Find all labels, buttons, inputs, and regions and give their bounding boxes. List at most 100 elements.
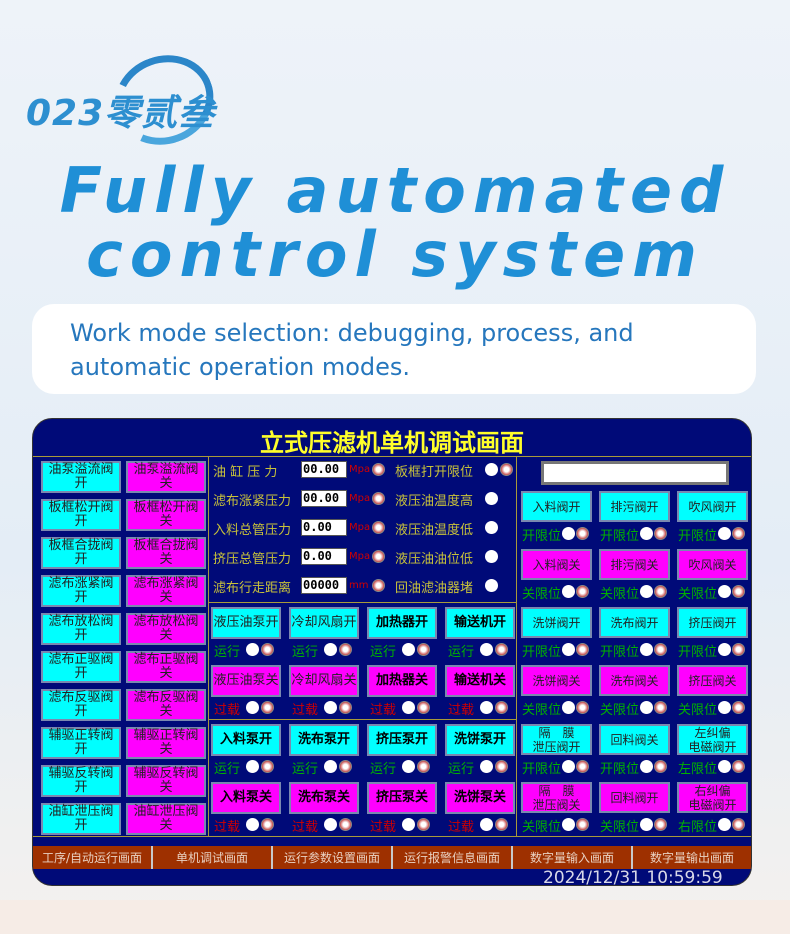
valve-button[interactable]: 洗饼阀开	[521, 607, 592, 638]
run-status-label: 运行	[214, 645, 241, 660]
valve-close-button[interactable]: 滤布正驱阀关	[126, 651, 206, 683]
pump-on-button[interactable]: 洗布泵开	[289, 724, 359, 756]
status-indicator-icon	[485, 550, 498, 563]
valve-close-button[interactable]: 板框松开阀关	[126, 499, 206, 531]
valve-button[interactable]: 回料阀关	[599, 724, 670, 755]
pump-on-button[interactable]: 输送机开	[445, 607, 515, 639]
valve-close-button[interactable]: 油泵溢流阀关	[126, 461, 206, 493]
valve-button[interactable]: 洗饼阀关	[521, 665, 592, 696]
reading-unit: Mpa	[349, 551, 371, 562]
valve-close-button[interactable]: 辅驱正转阀关	[126, 727, 206, 759]
alarm-icon	[261, 701, 274, 714]
status-indicator-icon	[718, 527, 731, 540]
valve-close-button[interactable]: 滤布涨紧阀关	[126, 575, 206, 607]
pump-off-button[interactable]: 液压油泵关	[211, 665, 281, 697]
status-indicator-icon	[485, 463, 498, 476]
status-indicator-icon	[485, 492, 498, 505]
display-input[interactable]	[541, 461, 729, 485]
limit-status-label: 关限位	[678, 703, 718, 718]
limit-status-label: 关限位	[600, 703, 640, 718]
valve-button[interactable]: 洗布阀开	[599, 607, 670, 638]
pump-off-button[interactable]: 洗布泵关	[289, 782, 359, 814]
reading-unit: Mpa	[349, 493, 371, 504]
valve-close-button[interactable]: 滤布反驱阀关	[126, 689, 206, 721]
screen-tabs: 工序/自动运行画面 单机调试画面 运行参数设置画面 运行报警信息画面 数字量输入画面 数字…	[33, 846, 751, 869]
valve-open-button[interactable]: 油泵溢流阀开	[41, 461, 121, 493]
pump-on-button[interactable]: 液压油泵开	[211, 607, 281, 639]
valve-open-button[interactable]: 滤布正驱阀开	[41, 651, 121, 683]
valve-button[interactable]: 入料阀关	[521, 549, 592, 580]
status-indicator-icon	[480, 760, 493, 773]
valve-close-button[interactable]: 油缸泄压阀关	[126, 803, 206, 835]
valve-open-button[interactable]: 滤布放松阀开	[41, 613, 121, 645]
headline-line1: Fully automated	[59, 154, 731, 227]
pump-on-button[interactable]: 加热器开	[367, 607, 437, 639]
alarm-icon	[576, 527, 589, 540]
valve-button[interactable]: 隔 膜 泄压阀关	[521, 782, 592, 813]
valve-button[interactable]: 右纠偏 电磁阀开	[677, 782, 748, 813]
status-indicator-icon	[402, 701, 415, 714]
valve-button[interactable]: 入料阀开	[521, 491, 592, 522]
screen-tab[interactable]: 运行报警信息画面	[393, 846, 513, 869]
reading-label: 油 缸 压 力	[213, 465, 278, 480]
valve-button[interactable]: 挤压阀开	[677, 607, 748, 638]
reading-value: 0.00	[301, 548, 347, 565]
valve-open-button[interactable]: 辅驱正转阀开	[41, 727, 121, 759]
pump-off-button[interactable]: 冷却风扇关	[289, 665, 359, 697]
valve-open-button[interactable]: 板框松开阀开	[41, 499, 121, 531]
run-status-label: 运行	[370, 645, 397, 660]
alarm-icon	[732, 818, 745, 831]
valve-button[interactable]: 左纠偏 电磁阀开	[677, 724, 748, 755]
status-indicator-icon	[480, 701, 493, 714]
pump-on-button[interactable]: 冷却风扇开	[289, 607, 359, 639]
alarm-icon	[372, 463, 385, 476]
pump-off-button[interactable]: 输送机关	[445, 665, 515, 697]
screen-tab[interactable]: 运行参数设置画面	[273, 846, 393, 869]
screen-tab[interactable]: 数字量输出画面	[633, 846, 751, 869]
alarm-icon	[654, 585, 667, 598]
pump-off-button[interactable]: 挤压泵关	[367, 782, 437, 814]
valve-button[interactable]: 回料阀开	[599, 782, 670, 813]
valve-button[interactable]: 吹风阀关	[677, 549, 748, 580]
screen-tab[interactable]: 工序/自动运行画面	[33, 846, 153, 869]
limit-status-label: 开限位	[600, 762, 640, 777]
clock: 2024/12/31 10:59:59	[543, 868, 723, 886]
pump-off-button[interactable]: 洗饼泵关	[445, 782, 515, 814]
pump-off-button[interactable]: 入料泵关	[211, 782, 281, 814]
pump-on-button[interactable]: 洗饼泵开	[445, 724, 515, 756]
valve-open-button[interactable]: 板框合拢阀开	[41, 537, 121, 569]
alarm-icon	[261, 818, 274, 831]
valve-open-button[interactable]: 滤布反驱阀开	[41, 689, 121, 721]
valve-close-button[interactable]: 辅驱反转阀关	[126, 765, 206, 797]
status-indicator-icon	[324, 701, 337, 714]
status-indicator-icon	[640, 701, 653, 714]
status-label: 液压油温度低	[395, 523, 474, 538]
valve-button[interactable]: 挤压阀关	[677, 665, 748, 696]
reading-unit: Mpa	[349, 522, 371, 533]
valve-open-button[interactable]: 油缸泄压阀开	[41, 803, 121, 835]
valve-button[interactable]: 洗布阀关	[599, 665, 670, 696]
pump-off-button[interactable]: 加热器关	[367, 665, 437, 697]
valve-button[interactable]: 吹风阀开	[677, 491, 748, 522]
reading-label: 入料总管压力	[213, 523, 292, 538]
pump-on-button[interactable]: 入料泵开	[211, 724, 281, 756]
screen-tab[interactable]: 单机调试画面	[153, 846, 273, 869]
valve-button[interactable]: 排污阀开	[599, 491, 670, 522]
limit-status-label: 右限位	[678, 820, 718, 835]
valve-open-button[interactable]: 滤布涨紧阀开	[41, 575, 121, 607]
status-label: 液压油温度高	[395, 494, 474, 509]
screen-tab[interactable]: 数字量输入画面	[513, 846, 633, 869]
valve-button[interactable]: 排污阀关	[599, 549, 670, 580]
alarm-icon	[576, 760, 589, 773]
valve-close-button[interactable]: 板框合拢阀关	[126, 537, 206, 569]
valve-button[interactable]: 隔 膜 泄压阀开	[521, 724, 592, 755]
valve-close-button[interactable]: 滤布放松阀关	[126, 613, 206, 645]
alarm-icon	[732, 585, 745, 598]
limit-status-label: 开限位	[522, 645, 562, 660]
reading-value: 00.00	[301, 461, 347, 478]
valve-open-button[interactable]: 辅驱反转阀开	[41, 765, 121, 797]
status-indicator-icon	[718, 643, 731, 656]
status-indicator-icon	[324, 818, 337, 831]
run-status-label: 运行	[214, 762, 241, 777]
pump-on-button[interactable]: 挤压泵开	[367, 724, 437, 756]
